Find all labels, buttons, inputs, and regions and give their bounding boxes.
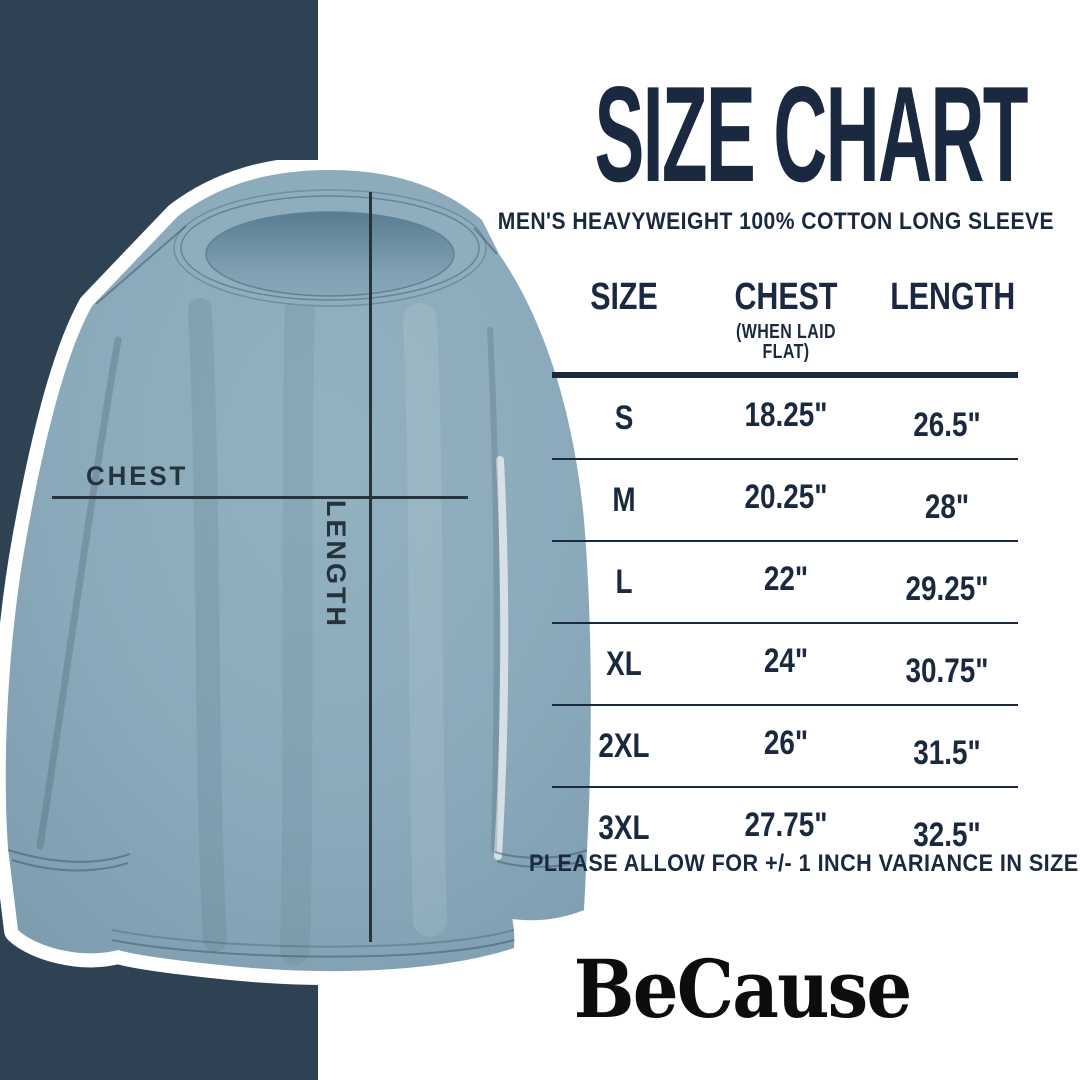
chest-note: (WHEN LAID FLAT)	[736, 321, 836, 363]
fabric-folds	[36, 285, 509, 965]
table-row: S 18.25" 26.5"	[552, 378, 1018, 458]
chest-value: 24"	[763, 641, 809, 680]
size-value: M	[612, 480, 636, 519]
chest-measure-label: CHEST	[86, 461, 189, 491]
column-header-chest: CHEST (WHEN LAID FLAT)	[714, 278, 858, 362]
chest-value: 20.25"	[744, 477, 828, 516]
column-header-length: LENGTH	[890, 276, 1016, 318]
chest-measure-line	[52, 496, 468, 499]
neck-opening	[205, 211, 455, 297]
shirt-body	[5, 170, 591, 972]
chest-value: 27.75"	[744, 805, 828, 844]
brand-logo: BeCause	[573, 942, 913, 1036]
size-table-header: SIZE CHEST (WHEN LAID FLAT) LENGTH	[552, 272, 1018, 378]
chest-value: 18.25"	[744, 395, 828, 434]
chest-value: 22"	[763, 559, 809, 598]
collar-stitch	[180, 195, 480, 301]
shirt-photo	[0, 156, 620, 1000]
length-measure-line	[369, 192, 372, 942]
column-header-chest-label: CHEST	[734, 276, 838, 318]
table-row: 3XL 27.75" 32.5"	[552, 786, 1018, 868]
size-value: 3XL	[598, 808, 650, 847]
long-sleeve-shirt-illustration	[0, 156, 605, 986]
chest-value: 26"	[763, 723, 809, 762]
column-header-size: SIZE	[590, 276, 658, 318]
size-table: SIZE CHEST (WHEN LAID FLAT) LENGTH S 18.…	[552, 272, 1018, 868]
length-value: 28"	[924, 487, 970, 526]
table-row: L 22" 29.25"	[552, 540, 1018, 622]
length-value: 26.5"	[913, 405, 981, 444]
table-row: M 20.25" 28"	[552, 458, 1018, 540]
size-value: S	[614, 398, 634, 437]
length-measure-label: LENGTH	[321, 500, 351, 629]
length-value: 31.5"	[913, 733, 981, 772]
length-value: 30.75"	[905, 651, 989, 690]
table-row: XL 24" 30.75"	[552, 622, 1018, 704]
size-value: 2XL	[598, 726, 650, 765]
variance-note: PLEASE ALLOW FOR +/- 1 INCH VARIANCE IN …	[529, 850, 1079, 877]
page-subtitle: MEN'S HEAVYWEIGHT 100% COTTON LONG SLEEV…	[497, 208, 1055, 235]
length-value: 29.25"	[905, 569, 989, 608]
page-title: SIZE CHART	[594, 58, 1029, 210]
length-value: 32.5"	[913, 815, 981, 854]
size-value: L	[615, 562, 633, 601]
seams	[7, 225, 588, 958]
table-row: 2XL 26" 31.5"	[552, 704, 1018, 786]
size-value: XL	[606, 644, 642, 683]
